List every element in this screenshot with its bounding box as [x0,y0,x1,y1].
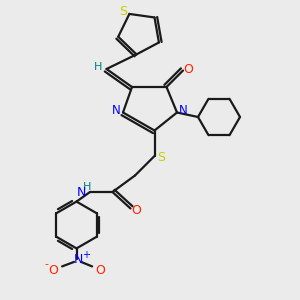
Text: H: H [94,62,103,73]
Text: -: - [44,259,49,269]
Text: O: O [132,203,141,217]
Text: N: N [76,185,86,199]
Text: N: N [179,104,188,118]
Text: S: S [119,5,128,18]
Text: O: O [96,264,105,278]
Text: N: N [73,253,83,266]
Text: O: O [184,63,193,76]
Text: O: O [48,264,58,278]
Text: +: + [82,250,90,260]
Text: N: N [112,104,121,118]
Text: H: H [83,182,91,192]
Text: S: S [157,151,165,164]
